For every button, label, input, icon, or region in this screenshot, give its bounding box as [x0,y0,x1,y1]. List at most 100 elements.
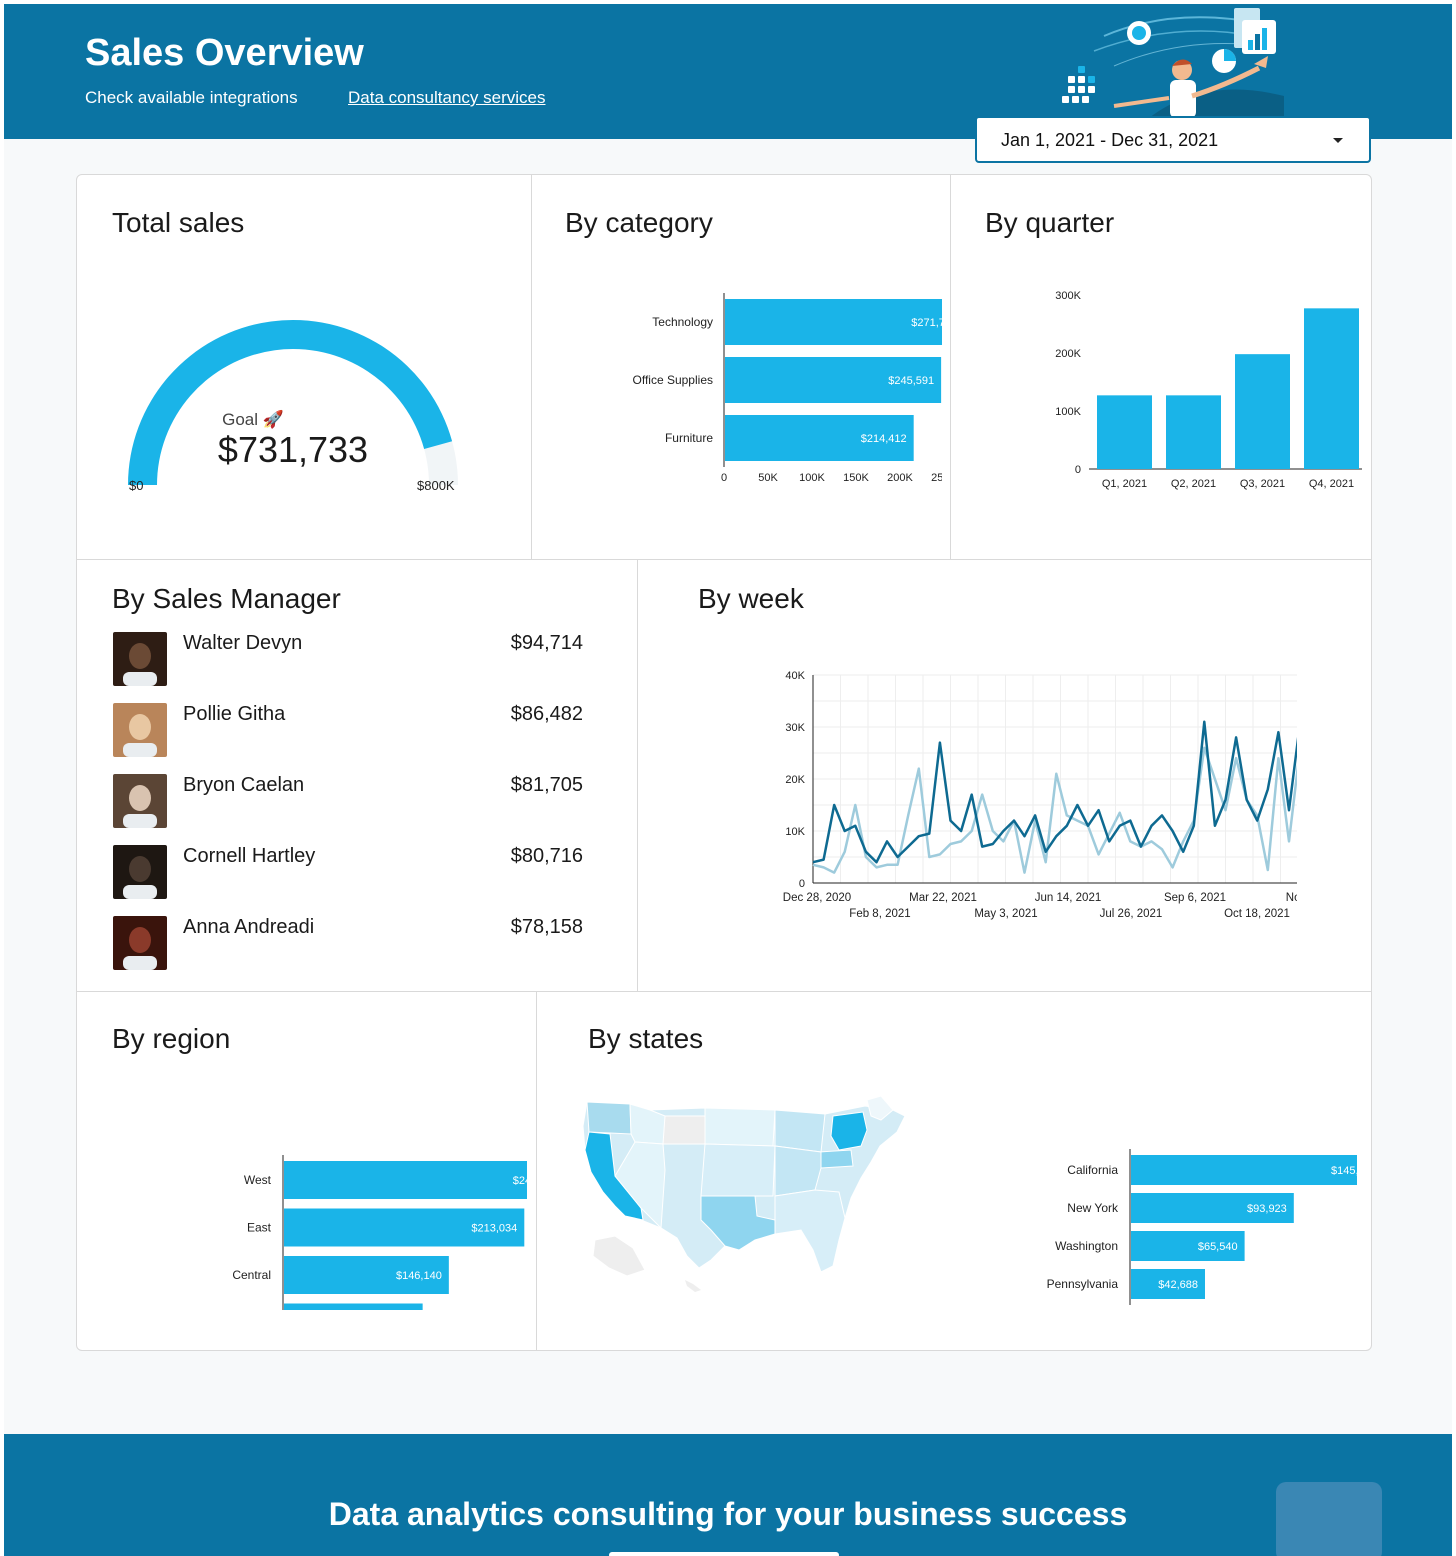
bar-value-label: $214,412 [861,433,907,445]
states-chart: $145,914 California $93,923 New York $65,540… [1047,1149,1357,1305]
bar[interactable] [1131,1269,1205,1299]
category-label: California [1067,1163,1118,1177]
consultancy-link[interactable]: Data consultancy services [348,88,546,107]
bar[interactable] [284,1208,525,1247]
total-sales-gauge: Goal 🚀 $731,733 $0 $800K [128,320,458,493]
us-states-map [582,1095,906,1292]
bar[interactable] [1131,1193,1294,1223]
category-label: Office Supplies [633,373,714,387]
bar[interactable] [725,357,942,403]
chat-widget-button[interactable] [1276,1482,1382,1556]
tick-label: 150K [843,472,869,484]
manager-name: Cornell Hartley [183,845,316,867]
bar[interactable] [1097,395,1152,469]
tick-label: Dec 28, 2020 [783,892,851,904]
chevron-down-icon [1333,138,1343,143]
tick-label: Q4, 2021 [1309,478,1354,490]
integrations-link[interactable]: Check available integrations [85,88,298,107]
date-range-picker[interactable]: Jan 1, 2021 - Dec 31, 2021 [975,116,1371,163]
week-chart: 0 10K 20K 30K 40K Dec 28, 2020 Mar 22, 2021 Jun… [783,670,1297,920]
manager-amount: $81,705 [510,774,583,796]
divider [536,991,537,1351]
by-sales-manager-title: By Sales Manager [112,583,341,614]
sales-manager-row: Pollie Githa $86,482 [113,703,583,759]
avatar [113,703,167,757]
bar[interactable] [1131,1155,1357,1185]
by-quarter-title: By quarter [985,207,1115,238]
tick-label: Jun 14, 2021 [1035,892,1102,904]
tick-label: 100K [1055,406,1081,418]
category-label: Central [232,1268,271,1282]
tick-label: 100K [799,472,825,484]
category-label: Pennsylvania [1047,1277,1119,1291]
footer-button[interactable] [609,1552,839,1556]
by-week-title: By week [698,583,804,614]
bar[interactable] [284,1303,423,1311]
by-region-title: By region [112,1023,231,1054]
bar-value-label: $93,923 [1247,1203,1287,1215]
avatar [113,632,167,686]
total-sales-title: Total sales [112,207,245,238]
bar-value-label: $146,140 [396,1270,442,1282]
page-title: Sales Overview [85,32,364,74]
tick-label: 250K [931,472,942,484]
bar[interactable] [725,415,914,461]
tick-label: 0 [799,878,805,890]
bar-value-label: $213,034 [471,1223,517,1235]
manager-amount: $78,158 [510,916,583,938]
category-label: West [244,1173,272,1187]
tick-label: 0 [1075,464,1081,476]
series-line[interactable] [812,720,1297,864]
sales-manager-row: Bryon Caelan $81,705 [113,774,583,830]
manager-name: Bryon Caelan [183,774,305,796]
gauge-fill [128,320,453,485]
gauge-label: Goal 🚀 [222,409,284,429]
category-label: Washington [1055,1239,1118,1253]
tick-label: Sep 6, 2021 [1164,892,1226,904]
tick-label: Q3, 2021 [1240,478,1285,490]
bar[interactable] [725,299,942,345]
tick-label: 50K [758,472,778,484]
bar[interactable] [1166,395,1221,469]
bar[interactable] [1235,354,1290,469]
manager-amount: $94,714 [510,632,583,654]
sales-manager-row: Cornell Hartley $80,716 [113,845,583,901]
tick-label: May 3, 2021 [974,908,1037,920]
footer-cta: Data analytics consulting for your busin… [328,1496,1128,1532]
category-label: East [247,1221,272,1235]
tick-label: 200K [887,472,913,484]
by-states-title: By states [588,1023,704,1054]
tick-label: Q1, 2021 [1102,478,1147,490]
tick-label: 300K [1055,290,1081,302]
manager-name: Anna Andreadi [183,916,315,938]
bar-value-label: $42,688 [1158,1279,1198,1291]
category-label: New York [1067,1201,1119,1215]
page: Sales Overview Check available integrati… [4,4,1452,1556]
divider [950,175,951,559]
tick-label: 20K [785,774,805,786]
bar[interactable] [1131,1231,1245,1261]
divider [531,175,532,559]
header-banner: Sales Overview Check available integrati… [4,4,1452,139]
bar[interactable] [284,1256,449,1294]
manager-amount: $80,716 [510,845,583,867]
bar[interactable] [1304,308,1359,469]
bar-value-label: $271,731 [911,317,942,329]
tick-label: 0 [721,472,727,484]
tick-label: 200K [1055,348,1081,360]
bar[interactable] [284,1161,527,1199]
manager-name: Walter Devyn [183,632,303,654]
tick-label: Q2, 2021 [1171,478,1216,490]
bar-value-label: $65,540 [1198,1241,1238,1253]
tick-label: Jul 26, 2021 [1100,908,1163,920]
divider [77,991,1371,992]
avatar [113,774,167,828]
dashboard-card: Total sales Goal 🚀 $731,733 $0 $800K By … [76,174,1372,1351]
gauge-max-label: $800K [417,478,455,493]
category-label: Technology [652,315,713,329]
category-chart: $271,731 Technology $245,591 Office Supplie… [633,293,942,484]
category-label: Furniture [665,431,713,445]
tick-label: 10K [785,826,805,838]
region-chart: $249,654West$213,034East$146,140Central$… [232,1155,527,1311]
tick-label: Feb 8, 2021 [849,908,910,920]
